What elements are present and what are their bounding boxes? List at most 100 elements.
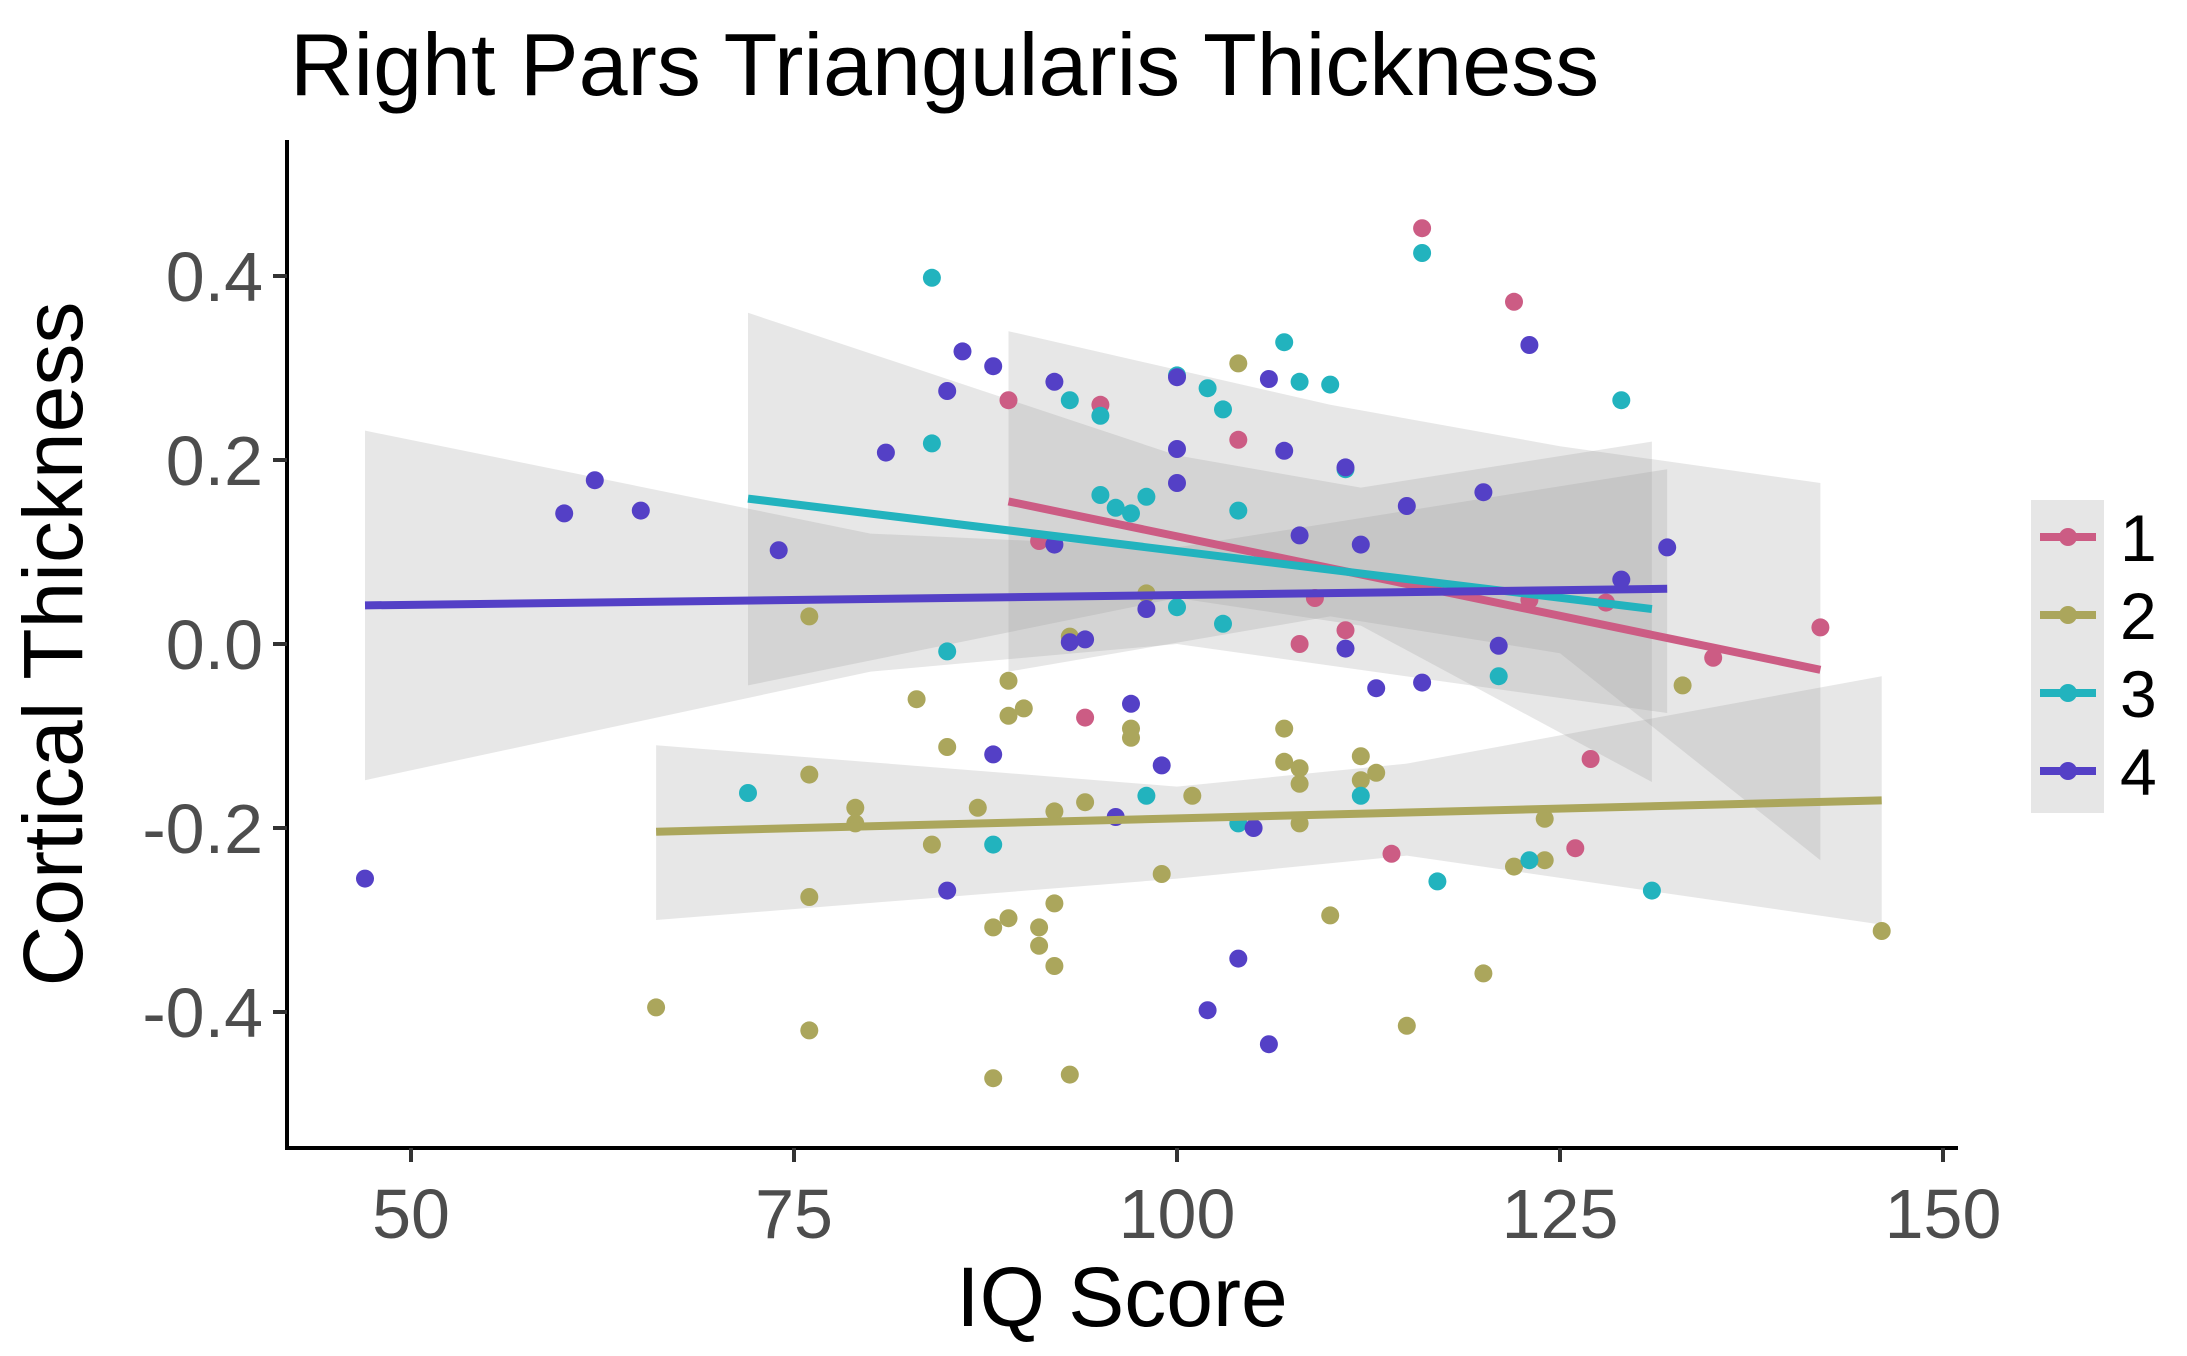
data-point-series-2 — [968, 798, 987, 817]
chart-title: Right Pars Triangularis Thickness — [290, 15, 1599, 114]
x-tick-label: 100 — [1119, 1175, 1236, 1253]
data-point-series-4 — [1076, 630, 1095, 649]
data-point-series-2 — [846, 798, 865, 817]
data-point-series-2 — [1229, 354, 1248, 373]
data-point-series-3 — [984, 835, 1003, 854]
data-point-series-1 — [1076, 708, 1095, 727]
data-point-series-4 — [1351, 535, 1370, 554]
data-point-series-2 — [800, 1021, 819, 1040]
confidence-bands — [365, 312, 1882, 925]
data-point-series-1 — [1413, 219, 1432, 238]
data-point-series-3 — [1413, 244, 1432, 262]
data-point-series-3 — [1198, 379, 1217, 398]
data-point-series-4 — [631, 501, 650, 520]
data-point-series-2 — [1351, 771, 1370, 790]
legend-key-point-series-1 — [2059, 528, 2077, 546]
data-point-series-4 — [1060, 633, 1079, 652]
data-point-series-2 — [800, 765, 819, 784]
data-point-series-3 — [922, 268, 941, 287]
data-point-series-4 — [876, 443, 895, 462]
data-point-series-1 — [1566, 839, 1585, 858]
data-point-series-2 — [1152, 865, 1171, 883]
data-point-series-1 — [1581, 750, 1600, 768]
data-point-series-3 — [1137, 487, 1156, 506]
data-point-series-2 — [1045, 957, 1064, 975]
data-point-series-4 — [1244, 819, 1263, 837]
data-point-series-2 — [1397, 1016, 1416, 1035]
data-point-series-2 — [1076, 793, 1095, 812]
data-point-series-2 — [1030, 936, 1049, 955]
data-point-series-2 — [1290, 759, 1309, 778]
data-point-series-4 — [1259, 1035, 1278, 1054]
data-point-series-3 — [1520, 851, 1539, 870]
data-point-series-4 — [1168, 368, 1186, 387]
data-point-series-2 — [999, 706, 1018, 725]
data-point-series-2 — [999, 909, 1018, 928]
data-point-series-3 — [1214, 614, 1232, 633]
data-point-series-2 — [647, 998, 666, 1017]
data-point-series-2 — [1673, 676, 1692, 695]
data-point-series-1 — [1704, 648, 1723, 667]
data-point-series-3 — [938, 642, 957, 661]
data-point-series-4 — [1137, 600, 1156, 618]
data-point-series-4 — [1658, 538, 1677, 557]
data-point-series-3 — [739, 784, 757, 802]
data-point-series-4 — [1397, 497, 1416, 515]
data-point-series-4 — [1168, 474, 1186, 492]
data-point-series-2 — [1045, 802, 1064, 821]
legend-key-point-series-2 — [2059, 606, 2077, 624]
data-point-series-3 — [1351, 786, 1370, 805]
data-point-series-4 — [555, 504, 574, 523]
data-point-series-4 — [1336, 639, 1355, 658]
data-point-series-3 — [1137, 786, 1156, 805]
legend-label-series-3: 3 — [2120, 657, 2157, 731]
data-point-series-1 — [1811, 618, 1830, 637]
y-tick-label: 0.0 — [166, 606, 263, 684]
data-point-series-4 — [1612, 570, 1631, 589]
data-point-series-1 — [1290, 635, 1309, 653]
data-point-series-3 — [1321, 375, 1340, 394]
data-point-series-4 — [769, 541, 788, 560]
data-point-series-4 — [1198, 1001, 1217, 1020]
y-tick-label: 0.2 — [166, 422, 263, 500]
data-point-series-4 — [984, 357, 1003, 376]
data-point-series-3 — [1275, 333, 1294, 352]
data-point-series-3 — [1612, 391, 1631, 410]
data-point-series-3 — [1489, 667, 1508, 686]
data-point-series-2 — [1030, 918, 1049, 937]
data-point-series-4 — [1045, 372, 1064, 391]
data-point-series-3 — [1642, 881, 1661, 900]
data-point-series-4 — [1152, 756, 1171, 775]
data-point-series-4 — [1259, 370, 1278, 388]
data-point-series-4 — [1275, 441, 1294, 460]
data-point-series-2 — [1183, 786, 1202, 805]
data-point-series-2 — [1535, 851, 1554, 870]
y-tick-label: -0.4 — [142, 974, 263, 1052]
x-axis-title: IQ Score — [956, 1250, 1287, 1344]
data-point-series-1 — [1505, 292, 1523, 311]
legend-background — [2031, 500, 2104, 813]
data-point-series-3 — [1229, 501, 1248, 520]
data-point-series-2 — [1045, 894, 1064, 913]
data-point-series-4 — [1290, 526, 1309, 545]
regression-line-series-4 — [364, 584, 1668, 610]
regression-line-series-1 — [1007, 497, 1822, 674]
data-point-series-2 — [800, 607, 819, 626]
data-point-series-2 — [1872, 922, 1891, 940]
data-point-series-4 — [1336, 458, 1355, 477]
data-point-series-2 — [1321, 906, 1340, 925]
data-point-series-4 — [1122, 694, 1140, 713]
data-point-series-2 — [999, 671, 1018, 690]
confidence-band-series-2 — [656, 676, 1882, 925]
regression-line-series-2 — [655, 796, 1882, 836]
x-tick-label: 50 — [372, 1175, 450, 1253]
legend-key-point-series-4 — [2059, 762, 2077, 780]
data-point-series-3 — [1214, 400, 1232, 419]
data-point-series-3 — [1168, 598, 1186, 617]
data-point-series-4 — [938, 881, 957, 900]
data-point-series-4 — [1413, 673, 1432, 692]
x-tick-label: 125 — [1502, 1175, 1619, 1253]
